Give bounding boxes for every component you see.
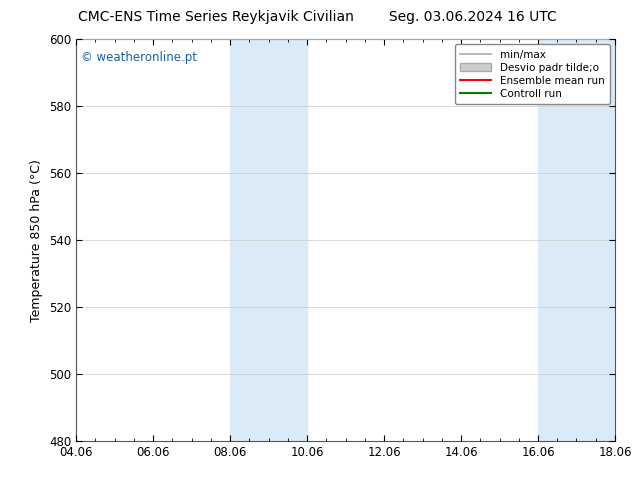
Text: CMC-ENS Time Series Reykjavik Civilian        Seg. 03.06.2024 16 UTC: CMC-ENS Time Series Reykjavik Civilian S… (77, 10, 557, 24)
Legend: min/max, Desvio padr tilde;o, Ensemble mean run, Controll run: min/max, Desvio padr tilde;o, Ensemble m… (455, 45, 610, 104)
Bar (230, 39, 307, 441)
Text: © weatheronline.pt: © weatheronline.pt (81, 51, 197, 64)
Bar (538, 39, 615, 441)
Y-axis label: Temperature 850 hPa (°C): Temperature 850 hPa (°C) (30, 159, 43, 321)
